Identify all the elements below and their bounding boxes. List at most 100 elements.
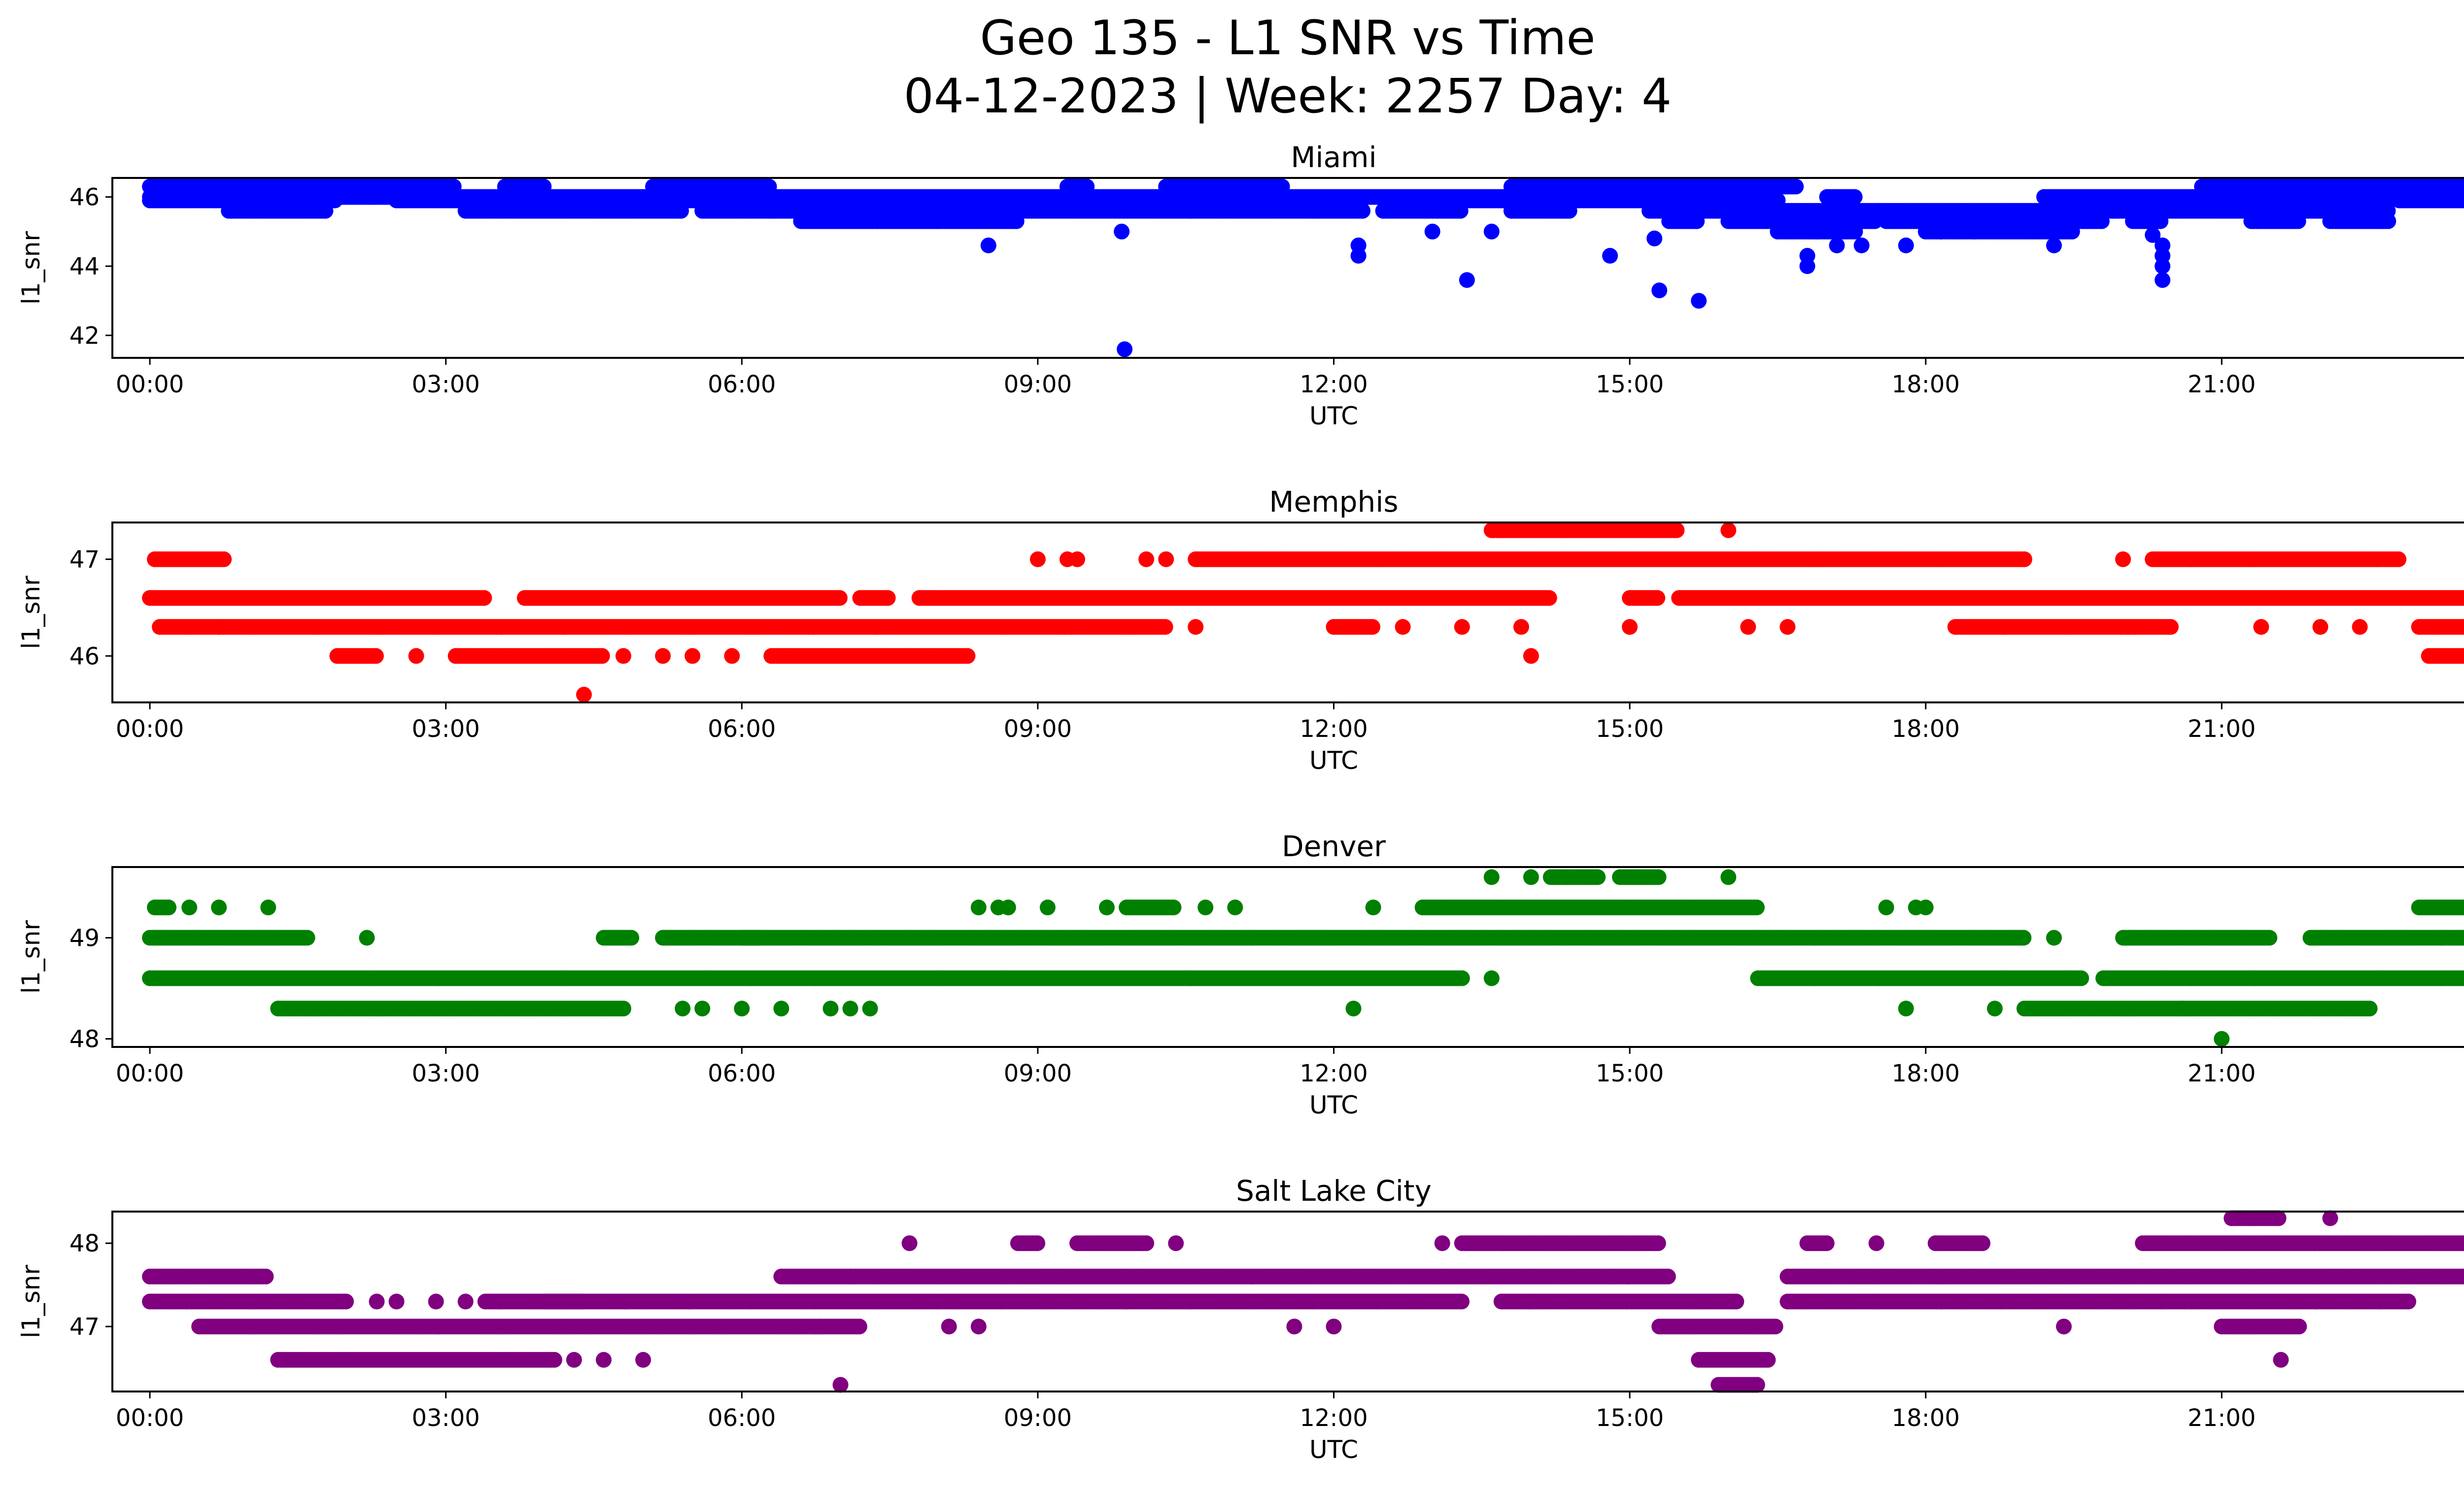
data-point <box>616 648 631 664</box>
data-point <box>576 687 592 703</box>
x-tick-label: 15:00 <box>1596 715 1664 743</box>
data-point <box>1590 869 1606 885</box>
data-point <box>1157 619 1173 635</box>
data-point <box>1454 619 1470 635</box>
data-point <box>2046 237 2062 253</box>
axes-frame-memphis <box>111 522 2464 703</box>
x-tick-label: 06:00 <box>708 715 776 743</box>
data-point <box>1138 551 1155 567</box>
y-tick-label: 42 <box>69 322 100 349</box>
data-point <box>2115 551 2131 567</box>
data-point <box>684 648 701 664</box>
x-tick-label: 18:00 <box>1892 371 1960 398</box>
x-tick-label: 09:00 <box>1004 371 1072 398</box>
data-point <box>724 648 740 664</box>
y-tick-label: 46 <box>69 184 100 211</box>
data-point <box>2155 258 2171 274</box>
data-point <box>2155 272 2171 288</box>
data-point <box>327 192 343 209</box>
data-point <box>2290 213 2306 229</box>
x-tick-label: 21:00 <box>2188 715 2256 743</box>
data-point <box>1350 247 1367 264</box>
points-denver <box>142 869 2464 1047</box>
data-point <box>1117 341 1133 357</box>
x-tick-label: 18:00 <box>1892 715 1960 743</box>
data-point <box>1898 237 1914 253</box>
data-point <box>1561 203 1577 219</box>
data-point <box>980 237 996 253</box>
data-point <box>2391 551 2407 567</box>
data-point <box>1459 272 1475 288</box>
y-tick-label: 44 <box>69 253 100 280</box>
panel-title-miami: Miami <box>1291 140 1376 174</box>
figure-title-line-1: Geo 135 - L1 SNR vs Time <box>980 10 1596 66</box>
data-point <box>1452 203 1469 219</box>
data-point <box>1788 178 1804 195</box>
data-point <box>1395 619 1411 635</box>
figure-title-line-2: 04-12-2023 | Week: 2257 Day: 4 <box>903 69 1672 124</box>
panel-title-denver: Denver <box>1282 830 1386 863</box>
x-tick-label: 06:00 <box>708 371 776 398</box>
data-point <box>1809 223 1825 240</box>
y-axis-label-memphis: l1_snr <box>17 576 45 649</box>
data-point <box>1029 551 1046 567</box>
data-point <box>161 900 177 915</box>
data-point <box>1008 213 1025 229</box>
data-point <box>1513 619 1529 635</box>
data-point <box>1720 522 1737 538</box>
data-point <box>1691 293 1707 309</box>
data-point <box>1650 869 1667 885</box>
data-point <box>1165 900 1182 915</box>
data-point <box>368 648 384 664</box>
x-tick-label: 03:00 <box>412 371 480 398</box>
data-point <box>476 590 492 606</box>
x-tick-label: 03:00 <box>412 715 480 743</box>
data-point <box>408 648 424 664</box>
data-point <box>2380 213 2396 229</box>
x-tick-label: 00:00 <box>116 715 184 743</box>
data-point <box>1799 258 1815 274</box>
data-point <box>2153 213 2169 229</box>
data-point <box>1602 247 1618 264</box>
points-memphis <box>142 522 2464 703</box>
data-point <box>880 590 896 606</box>
y-axis-label-miami: l1_snr <box>17 231 45 305</box>
data-point <box>2253 619 2269 635</box>
y-tick-label: 46 <box>69 643 100 670</box>
x-tick-label: 09:00 <box>1004 715 1072 743</box>
x-tick-label: 00:00 <box>116 371 184 398</box>
data-point <box>1689 213 1705 229</box>
panel-memphis: Memphis 00:00 03:00 06:00 09:00 12:00 15:00 18:… <box>17 485 2464 775</box>
data-point <box>1523 648 1539 664</box>
data-point <box>1847 223 1863 240</box>
data-point <box>1622 619 1638 635</box>
data-point <box>1967 223 1983 240</box>
data-point <box>1649 590 1666 606</box>
data-point <box>1355 203 1370 219</box>
data-point <box>1847 189 1863 205</box>
data-point <box>1932 223 1949 240</box>
x-axis-label-miami: UTC <box>1309 402 1358 430</box>
data-point <box>216 551 232 567</box>
data-point <box>831 590 848 606</box>
panel-title-memphis: Memphis <box>1269 485 1398 519</box>
data-point <box>1651 282 1668 299</box>
data-point <box>1669 522 1685 538</box>
figure-title: Geo 135 - L1 SNR vs Time 04-12-2023 | We… <box>0 9 2464 125</box>
x-tick-label: 12:00 <box>1300 715 1368 743</box>
data-point <box>1541 590 1557 606</box>
data-point <box>2064 223 2080 240</box>
x-tick-label: 21:00 <box>2188 371 2256 398</box>
data-point <box>1829 237 1845 253</box>
data-point <box>317 203 334 219</box>
data-point <box>1646 230 1663 246</box>
data-point <box>211 619 227 635</box>
data-point <box>1158 551 1174 567</box>
data-point <box>1188 619 1204 635</box>
data-point <box>959 648 976 664</box>
data-point <box>2105 203 2122 219</box>
data-point <box>673 203 689 219</box>
